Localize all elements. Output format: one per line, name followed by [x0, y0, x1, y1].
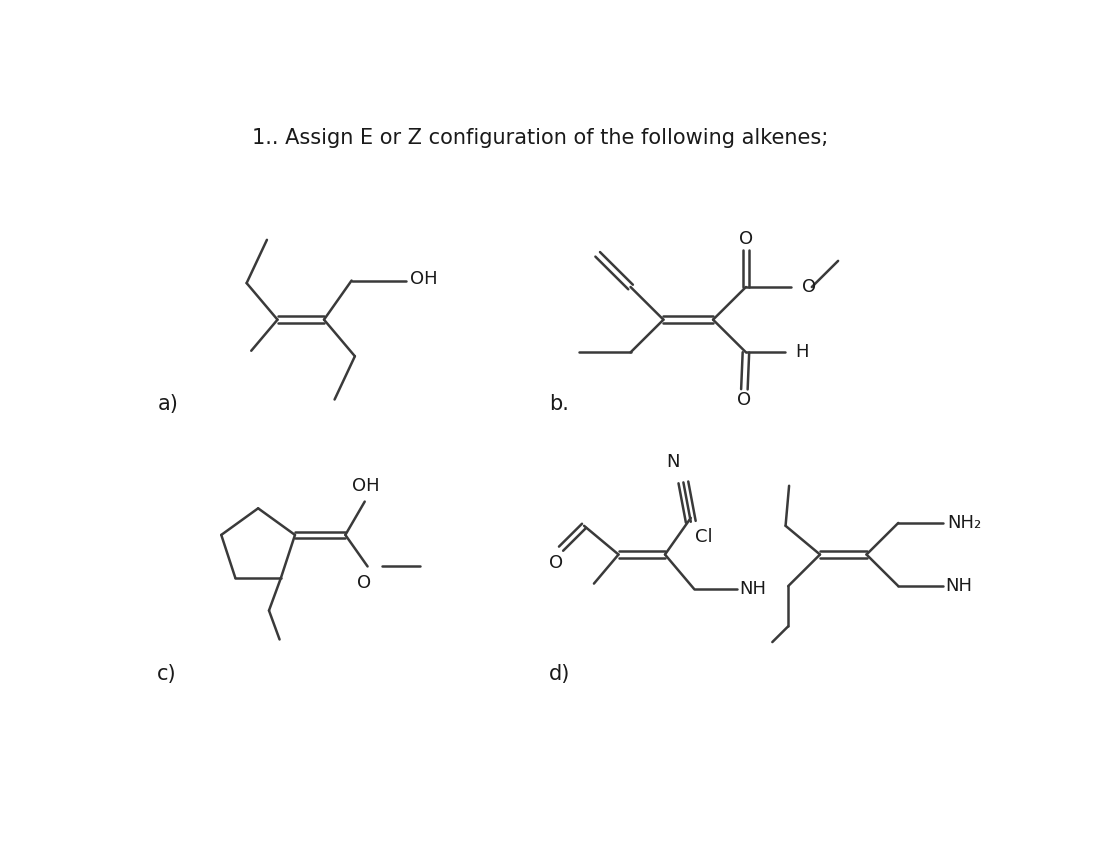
Text: a): a) [158, 394, 178, 415]
Text: O: O [737, 391, 752, 409]
Text: O: O [550, 554, 563, 572]
Text: OH: OH [410, 270, 437, 288]
Text: NH: NH [739, 580, 766, 598]
Text: O: O [358, 574, 372, 593]
Text: Cl: Cl [694, 528, 712, 546]
Text: O: O [802, 278, 816, 296]
Text: c): c) [158, 664, 177, 683]
Text: NH: NH [945, 577, 973, 595]
Text: NH₂: NH₂ [947, 514, 981, 532]
Text: OH: OH [352, 477, 380, 495]
Text: H: H [795, 343, 808, 361]
Text: N: N [666, 454, 679, 471]
Text: O: O [739, 231, 753, 248]
Text: d): d) [549, 664, 570, 683]
Text: 1.. Assign E or Z configuration of the following alkenes;: 1.. Assign E or Z configuration of the f… [252, 128, 828, 148]
Text: b.: b. [549, 394, 569, 415]
